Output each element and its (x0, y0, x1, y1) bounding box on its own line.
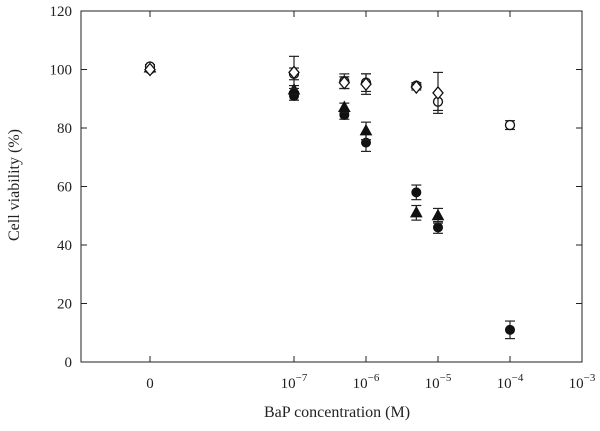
data-point-filled-circle (505, 320, 515, 340)
x-tick-label: 10−5 (425, 372, 452, 392)
open-diamond-marker (432, 85, 444, 100)
data-point-filled-triangle (431, 207, 445, 224)
data-point-open-diamond (144, 62, 156, 77)
open-diamond-marker (144, 62, 156, 77)
axis-ticks: 0 20 40 60 80 100 120 0 10−7 10−6 10−5 10−4 10−3 (50, 4, 596, 392)
data-point-open-circle (504, 119, 516, 131)
filled-triangle-marker (337, 100, 351, 113)
open-diamond-marker (338, 75, 351, 90)
data-points (143, 55, 516, 340)
data-point-open-diamond (338, 75, 351, 90)
data-point-open-diamond (410, 80, 423, 95)
data-point-filled-circle (433, 221, 443, 234)
x-tick-label: 0 (146, 376, 154, 392)
x-axis-label: BaP concentration (M) (264, 404, 410, 421)
data-point-filled-triangle (409, 204, 423, 221)
y-tick-label: 40 (57, 238, 72, 254)
x-tick-label: 10−3 (569, 372, 596, 392)
filled-circle-marker (505, 324, 515, 335)
open-diamond-marker (288, 65, 300, 80)
data-point-filled-triangle (337, 100, 351, 113)
y-tick-label: 120 (50, 4, 73, 20)
y-tick-label: 60 (57, 180, 72, 196)
y-tick-label: 20 (57, 297, 72, 313)
plot-border (80, 10, 583, 363)
plot-frame (80, 10, 583, 363)
filled-circle-marker (433, 222, 443, 233)
filled-triangle-marker (431, 208, 445, 221)
filled-triangle-marker (359, 123, 373, 136)
data-point-open-diamond (288, 55, 300, 90)
filled-triangle-marker (409, 205, 423, 218)
y-tick-label: 0 (65, 355, 73, 371)
y-tick-label: 80 (57, 121, 72, 137)
data-point-filled-triangle (359, 121, 373, 141)
open-diamond-marker (360, 77, 372, 92)
open-diamond-marker (410, 80, 423, 95)
data-point-open-diamond (360, 73, 372, 95)
x-tick-label: 10−4 (497, 372, 524, 392)
data-point-filled-circle (411, 184, 422, 201)
x-tick-label: 10−7 (281, 372, 308, 392)
filled-circle-marker (411, 187, 422, 198)
y-axis-label: Cell viability (%) (6, 129, 23, 241)
x-tick-label: 10−6 (353, 372, 380, 392)
open-circle-marker (504, 119, 516, 131)
y-tick-label: 100 (50, 63, 73, 79)
data-point-open-diamond (432, 71, 444, 114)
